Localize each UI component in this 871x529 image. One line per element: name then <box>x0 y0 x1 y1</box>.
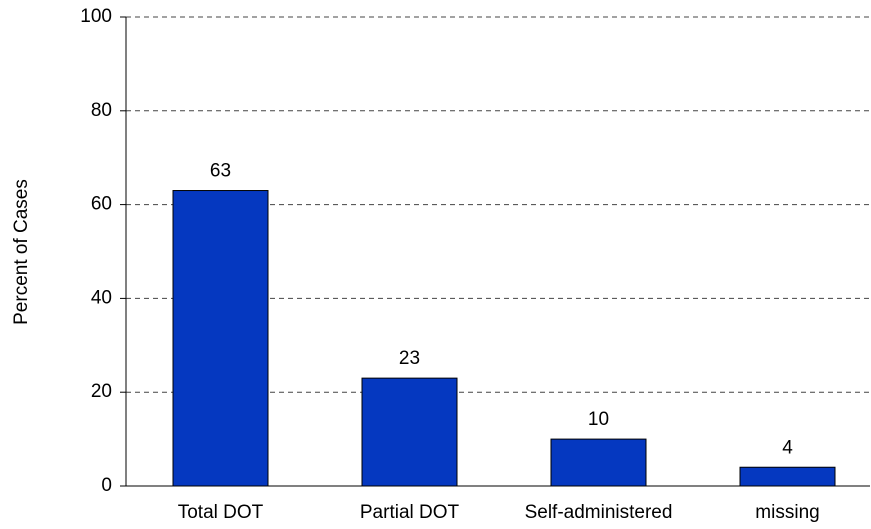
y-axis-label: Percent of Cases <box>11 179 32 325</box>
y-tick-label: 60 <box>91 194 112 215</box>
value-label: 4 <box>782 437 793 458</box>
value-label: 10 <box>588 409 609 430</box>
x-tick-label: Total DOT <box>178 502 264 523</box>
y-tick-label: 20 <box>91 381 112 402</box>
y-tick-label: 40 <box>91 287 112 308</box>
bar <box>361 377 458 487</box>
y-tick-label: 100 <box>80 6 112 27</box>
value-label: 23 <box>399 348 420 369</box>
value-label: 63 <box>210 161 231 182</box>
y-tick-label: 80 <box>91 100 112 121</box>
bar <box>739 466 836 487</box>
bar <box>550 438 647 487</box>
x-tick-label: missing <box>755 502 819 523</box>
x-tick-label: Partial DOT <box>360 502 460 523</box>
bar <box>172 190 269 487</box>
y-tick-label: 0 <box>101 475 112 496</box>
x-tick-label: Self-administered <box>525 502 673 523</box>
